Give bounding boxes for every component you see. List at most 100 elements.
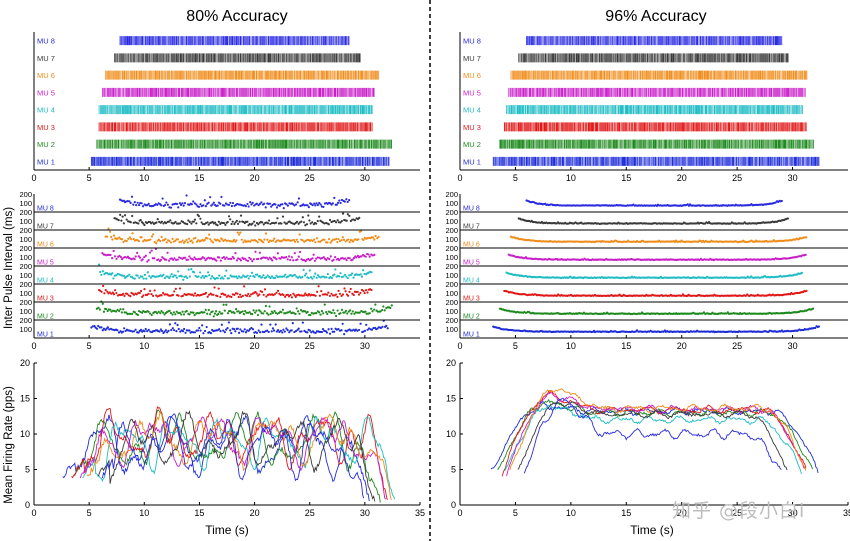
ipi-left-ipi-point bbox=[374, 303, 377, 306]
rate-right-ytick-label: 20 bbox=[446, 358, 456, 368]
ipi-left-ipi-point bbox=[349, 274, 352, 277]
ipi-left-unit-label: MU 7 bbox=[37, 224, 54, 231]
ipi-left-ipi-point bbox=[362, 330, 365, 333]
ipi-left-ipi-point bbox=[252, 220, 256, 223]
ipi-left-ipi-point bbox=[274, 221, 278, 224]
ipi-left-ipi-point bbox=[171, 293, 175, 296]
ipi-left-ipi-point bbox=[192, 311, 195, 314]
ipi-left-ipi-point bbox=[357, 328, 361, 332]
ipi-left-ipi-point bbox=[265, 295, 268, 298]
ipi-left-ytick-label: 200 bbox=[19, 280, 32, 289]
ipi-left-ipi-point bbox=[166, 203, 169, 206]
ipi-left-ipi-point bbox=[203, 199, 206, 202]
ipi-left-ipi-point bbox=[309, 275, 313, 279]
ipi-left-ipi-point bbox=[254, 290, 257, 294]
ipi-left-ipi-point bbox=[197, 205, 201, 208]
ipi-left-ipi-point bbox=[266, 274, 269, 277]
ipi-left-ipi-point bbox=[242, 330, 245, 333]
ipi-left-ytick-label: 200 bbox=[19, 226, 32, 235]
ipi-left-ipi-point bbox=[131, 232, 134, 235]
ipi-left-ipi-point bbox=[230, 222, 233, 226]
ipi-left-ipi-point bbox=[217, 220, 220, 223]
ipi-left-ipi-point bbox=[182, 204, 185, 207]
ipi-left-ipi-point bbox=[342, 238, 346, 241]
ipi-left-ipi-point bbox=[327, 223, 330, 226]
ipi-left-ipi-point bbox=[239, 259, 243, 262]
ipi-left-ipi-point bbox=[293, 273, 296, 277]
ipi-left-ipi-point bbox=[333, 330, 336, 333]
ipi-left-ipi-point bbox=[351, 258, 354, 261]
ipi-left-ipi-point bbox=[241, 310, 244, 313]
ipi-left-ipi-point bbox=[250, 203, 253, 206]
ipi-left-ipi-point bbox=[316, 203, 320, 207]
ipi-left-ipi-point bbox=[153, 289, 156, 292]
ipi-left-ipi-point bbox=[282, 256, 285, 259]
ipi-left-ipi-point bbox=[368, 255, 371, 258]
ipi-left-ipi-point bbox=[254, 311, 257, 314]
ipi-left-ipi-point bbox=[192, 294, 195, 297]
ipi-left-ipi-point bbox=[194, 236, 197, 239]
ipi-left-ipi-point bbox=[264, 206, 267, 209]
ipi-right-ytick-label: 100 bbox=[445, 199, 458, 208]
raster-right-spike-train bbox=[526, 36, 783, 46]
ipi-right-ipi-point bbox=[804, 253, 807, 256]
ipi-left-ipi-point bbox=[265, 256, 268, 259]
ipi-left-ipi-point bbox=[276, 289, 280, 292]
ipi-left-ipi-point bbox=[122, 308, 125, 311]
ipi-left-ipi-point bbox=[109, 308, 112, 311]
ipi-left-ipi-point bbox=[134, 255, 137, 258]
ipi-left-ipi-point bbox=[339, 272, 342, 275]
ipi-right-ytick-label: 200 bbox=[445, 316, 458, 325]
rate-right-xtick-label: 30 bbox=[788, 508, 798, 518]
ipi-left-ipi-point bbox=[209, 238, 212, 241]
ipi-right-ipi-point bbox=[814, 326, 817, 330]
ipi-left-ipi-point bbox=[386, 327, 389, 330]
ipi-left-ipi-point bbox=[206, 237, 209, 240]
ipi-left-ipi-point bbox=[228, 240, 232, 243]
ipi-left-ipi-point bbox=[381, 325, 384, 328]
ipi-left-ipi-point bbox=[314, 331, 317, 334]
ipi-left-ipi-point bbox=[112, 277, 115, 280]
ipi-left-ipi-point bbox=[224, 257, 227, 260]
ipi-left-ipi-point bbox=[379, 326, 383, 330]
ipi-left-ipi-point bbox=[173, 257, 176, 260]
ipi-left-ipi-point bbox=[305, 272, 308, 275]
ipi-left-ipi-point bbox=[298, 250, 302, 254]
ipi-left-ipi-point bbox=[142, 240, 145, 243]
ipi-left-ipi-point bbox=[139, 328, 143, 331]
ipi-right-ipi-point bbox=[811, 307, 815, 310]
ipi-left-ipi-point bbox=[278, 330, 281, 334]
raster-right-xtick-label: 5 bbox=[513, 173, 518, 183]
ipi-left-ipi-point bbox=[161, 197, 164, 200]
ipi-left-ipi-point bbox=[341, 322, 344, 325]
ipi-left-ipi-point bbox=[164, 222, 168, 225]
raster-right-xtick-label: 25 bbox=[732, 173, 742, 183]
ipi-left-ipi-point bbox=[336, 201, 340, 204]
ipi-left-ipi-point bbox=[216, 224, 219, 227]
ipi-left-ipi-point bbox=[292, 238, 296, 242]
ipi-left-ipi-point bbox=[262, 293, 265, 296]
ipi-left-ipi-point bbox=[231, 201, 235, 205]
ipi-left-ipi-point bbox=[118, 309, 121, 313]
rate-left-ytick-label: 15 bbox=[20, 394, 30, 404]
ipi-left-ipi-point bbox=[182, 313, 186, 316]
ipi-left-ipi-point bbox=[160, 220, 163, 223]
ipi-left-ipi-point bbox=[314, 294, 317, 297]
ipi-left-ipi-point bbox=[282, 275, 286, 278]
ipi-left-ipi-point bbox=[270, 330, 273, 333]
ipi-left-ipi-point bbox=[274, 311, 277, 314]
raster-right-spikes bbox=[492, 156, 820, 166]
ipi-left-ipi-point bbox=[330, 239, 333, 243]
ipi-left-ipi-point bbox=[190, 239, 193, 242]
ipi-left-ipi-point bbox=[294, 295, 297, 299]
raster-right-xtick-label: 20 bbox=[677, 173, 687, 183]
ipi-left-ipi-point bbox=[261, 221, 264, 224]
ipi-right-ytick-label: 200 bbox=[445, 208, 458, 217]
raster-right-xtick-label: 10 bbox=[566, 173, 576, 183]
ylabel-rate: Mean Firing Rate (pps) bbox=[3, 386, 15, 504]
ipi-left-ipi-point bbox=[251, 201, 254, 204]
ipi-left-ipi-point bbox=[192, 258, 195, 261]
ipi-left-ipi-point bbox=[213, 286, 216, 289]
rate-right-ytick-label: 15 bbox=[446, 394, 456, 404]
rate-left-xtick-label: 30 bbox=[360, 508, 370, 518]
